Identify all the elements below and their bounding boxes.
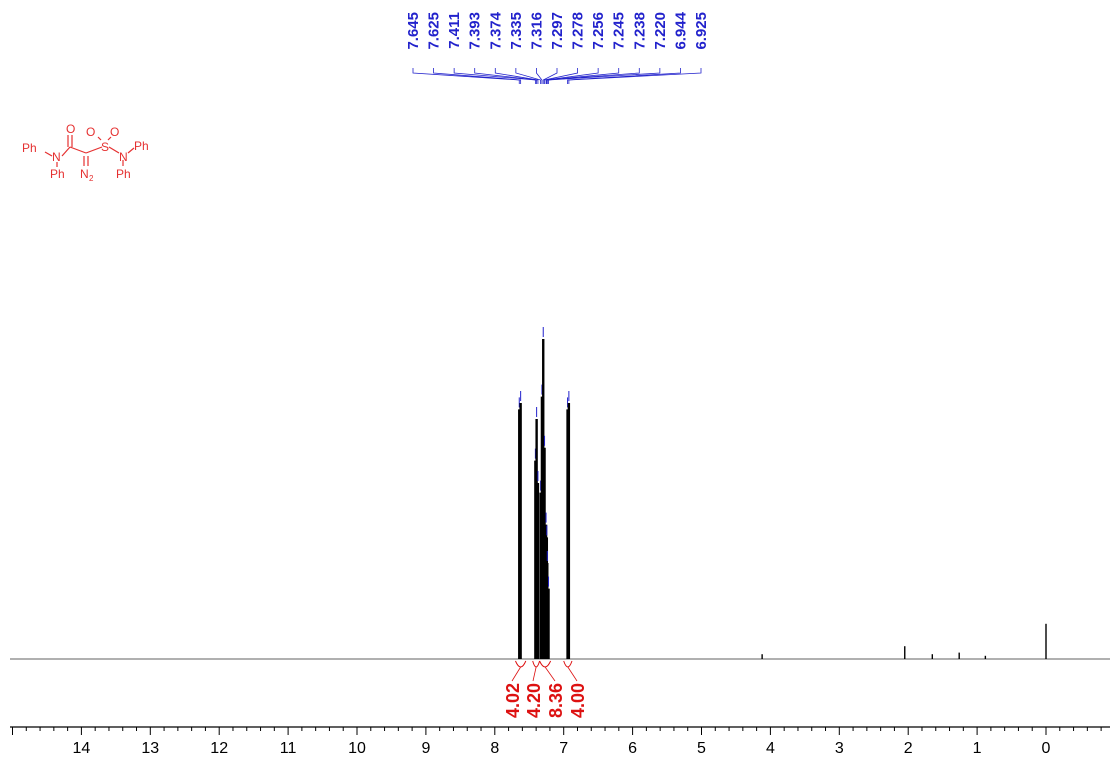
integral-value: 4.20 [524,683,544,718]
leader-line [545,68,599,84]
integral-value: 4.02 [503,683,523,718]
integral-curve [515,660,527,668]
structure-ph-label: Ph [134,139,149,153]
leader-line [412,68,520,84]
integral-leader [532,666,537,682]
integral-curve [563,660,573,668]
leader-line [494,68,539,84]
peak-label: 6.944 [672,11,689,49]
peak-label: 7.256 [590,12,607,50]
peak-leader-lines [412,68,702,84]
structure-ph-label: Ph [50,167,65,181]
axis-tick-label: 11 [280,740,297,757]
peak-label: 7.278 [570,12,587,50]
structure-ph-label: Ph [22,141,37,155]
structure-n2-subscript: 2 [89,174,94,183]
integral-curve [539,660,552,668]
integral-leader [511,666,521,682]
peak-label: 7.645 [405,12,422,50]
integral-value: 4.00 [568,683,588,718]
leader-line [542,68,558,84]
integrals: 4.02 4.20 8.36 4.00 [503,660,588,718]
axis-tick-label: 5 [697,740,706,757]
leader-line [544,68,578,84]
peak-label: 6.925 [693,12,710,50]
leader-line [536,68,543,84]
axis-tick-label: 6 [628,740,637,757]
peak-label: 7.335 [508,12,525,50]
integral-value: 8.36 [546,683,566,718]
spectrum-peaks [518,327,1047,659]
axis-tick-label: 14 [73,740,91,757]
peak-label: 7.238 [631,12,648,50]
structure-s-label: S [101,140,109,154]
axis-tick-label: 2 [904,740,913,757]
integral-curve [532,660,541,668]
integral-leader [567,666,578,682]
axis-tick-label: 9 [421,740,430,757]
peak-label: 7.220 [652,12,669,50]
axis-tick-label: 4 [766,740,775,757]
structure-o-label: O [86,125,95,139]
structure-n-label: N [52,150,61,164]
structure-o-label: O [110,125,119,139]
peak-label: 7.297 [549,12,566,50]
integral-leader [544,666,556,682]
leader-line [548,68,661,84]
structure-n2-label: N [80,167,89,181]
peak-label: 7.316 [528,12,545,50]
leader-line [453,68,536,84]
axis-tick-label: 8 [490,740,499,757]
axis-tick-label: 13 [141,740,159,757]
structure-ph-label: Ph [116,167,131,181]
chemical-structure: Ph N Ph O N 2 S O O N Ph Ph [22,122,149,183]
leader-line [515,68,542,84]
ppm-axis: 14 13 12 11 10 9 8 7 6 5 4 3 2 1 0 [10,726,1110,757]
axis-tick-label: 3 [835,740,844,757]
structure-o-label: O [66,122,75,136]
structure-n-label: N [119,150,128,164]
axis-tick-label: 0 [1042,740,1051,757]
leader-line [433,68,522,84]
peak-label: 7.374 [487,11,504,49]
leader-line [567,68,681,84]
axis-tick-label: 12 [210,740,228,757]
leader-line [568,68,702,84]
peak-label: 7.625 [426,12,443,50]
leader-line [546,68,640,84]
peak-label: 7.411 [446,12,463,49]
peak-labels: 7.645 7.625 7.411 7.393 7.374 7.335 7.316 7.297… [405,11,710,49]
leader-line [546,68,620,84]
peak-label: 7.393 [467,12,484,50]
axis-tick-label: 7 [559,740,568,757]
axis-tick-label: 10 [348,740,366,757]
peak-label: 7.245 [611,12,628,50]
axis-tick-label: 1 [973,740,982,757]
leader-line [474,68,538,84]
